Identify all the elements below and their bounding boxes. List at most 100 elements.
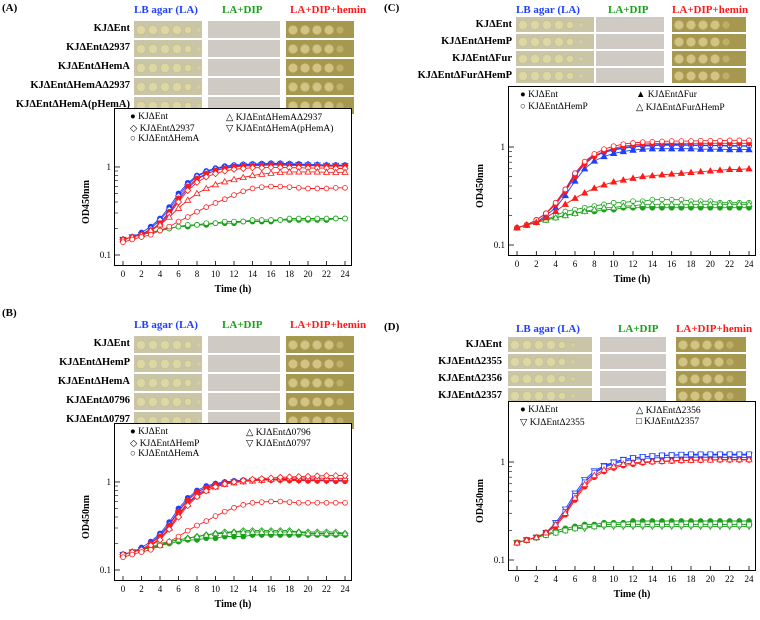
series (513, 523, 753, 547)
colony-spot (324, 100, 334, 111)
agar-plate-hemin (676, 388, 746, 403)
colony-spot (722, 37, 730, 46)
series-line (516, 142, 749, 229)
agar-plate-la (134, 21, 202, 38)
colony-spot (336, 378, 344, 387)
colony-spot (172, 43, 182, 54)
data-point (165, 213, 173, 220)
x-tick-label: 18 (285, 269, 295, 279)
data-point (735, 455, 744, 463)
data-point (668, 138, 675, 144)
series (120, 477, 348, 558)
data-point (332, 168, 340, 175)
colony-spot (726, 357, 734, 366)
agar-plate-dip (208, 355, 280, 372)
x-tick-label: 16 (667, 259, 677, 269)
data-point (313, 168, 321, 175)
data-point (221, 196, 228, 203)
growth-plot: 0 2 4 6 8 10 12 14 16 18 20 22 24 0.1 1 Time (h) OD450nm (81, 108, 352, 295)
strain-label: KJΔEnt (465, 339, 502, 350)
data-point (580, 189, 589, 196)
colony-spot (160, 377, 170, 388)
agar-plate-dip (596, 34, 664, 49)
agar-plate-dip (596, 17, 664, 32)
colony-spot (686, 36, 696, 47)
data-point (212, 220, 219, 226)
legend-entry: ▽ KJΔEntΔ0797 (246, 439, 311, 449)
colony-spot (530, 19, 540, 30)
colony-spot (324, 62, 334, 73)
colony-spot (288, 100, 298, 111)
colony-spot (546, 356, 556, 367)
agar-plate-hemin (672, 34, 746, 49)
data-point (157, 542, 163, 549)
colony-spot (678, 356, 688, 367)
agar-plate-la (134, 393, 202, 410)
data-point (202, 487, 210, 495)
data-point (668, 521, 675, 528)
series (120, 476, 348, 558)
agar-plate-la (134, 355, 202, 372)
x-tick-label: 10 (609, 259, 619, 269)
data-point (230, 165, 238, 173)
series (120, 160, 348, 243)
data-point (258, 170, 266, 177)
colony-spot (184, 340, 192, 349)
colony-spot (522, 356, 532, 367)
data-point (341, 529, 349, 537)
colony-spot (558, 357, 566, 366)
legend-entry: ▽ KJΔEntΔ2355 (520, 418, 585, 428)
data-point (267, 169, 275, 176)
colony-spot (312, 62, 322, 73)
colony-spot (148, 339, 158, 350)
data-point (184, 534, 192, 541)
series (514, 454, 752, 546)
data-point (551, 213, 560, 221)
y-tick-label: 1 (107, 477, 112, 487)
x-tick-label: 18 (687, 259, 697, 269)
colony-spot (710, 70, 720, 81)
data-point (295, 168, 303, 175)
strain-label: KJΔEntΔ2355 (438, 356, 502, 367)
series-line (122, 478, 345, 555)
data-point (667, 200, 676, 207)
colony-spot (726, 340, 734, 349)
strain-label: KJΔEntΔHemA (57, 376, 130, 387)
data-point (609, 203, 618, 211)
colony-spot (160, 81, 170, 92)
data-point (323, 185, 330, 192)
agar-plate-hemin (286, 393, 354, 410)
data-point (716, 145, 724, 152)
x-tick-label: 16 (267, 584, 277, 594)
colony-spot (136, 358, 146, 369)
data-point (735, 200, 744, 207)
data-point (581, 523, 588, 530)
header-dip: LA+DIP (222, 4, 263, 16)
data-point (513, 538, 521, 546)
colony-spot (686, 70, 696, 81)
x-tick-label: 16 (667, 574, 677, 584)
colony-spot (312, 24, 322, 35)
x-tick-label: 4 (158, 584, 163, 594)
colony-spot (172, 415, 182, 426)
agar-plate-dip (208, 78, 280, 95)
series-line (122, 475, 345, 555)
colony-spot (722, 71, 730, 80)
data-point (276, 168, 284, 175)
data-point (211, 170, 220, 178)
strain-label: KJΔEntΔHemA(pHemA) (15, 99, 130, 110)
agar-plate-la (134, 59, 202, 76)
data-point (258, 528, 266, 535)
colony-spot (196, 360, 202, 367)
series-line (122, 479, 345, 555)
colony-spot (578, 55, 584, 62)
data-point (295, 473, 303, 481)
colony-spot (184, 359, 192, 368)
x-tick-label: 10 (609, 574, 619, 584)
x-tick-label: 4 (553, 574, 558, 584)
agar-plate-dip (600, 388, 666, 403)
data-point (248, 164, 257, 172)
data-point (601, 521, 607, 528)
data-point (658, 200, 666, 207)
data-point (157, 227, 163, 234)
